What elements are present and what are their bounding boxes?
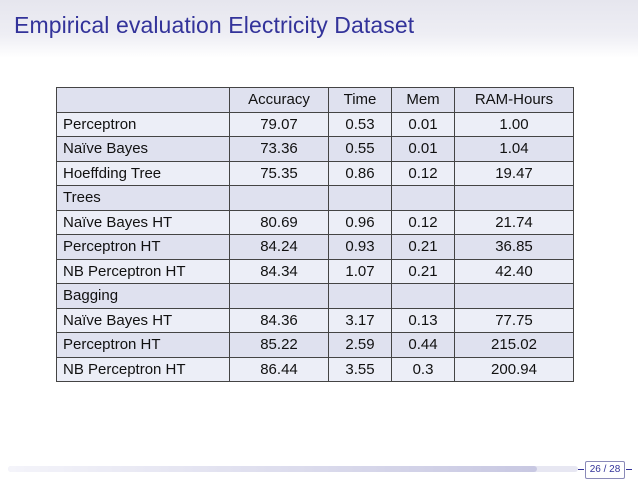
empty-cell [229, 283, 329, 309]
cell-mem: 0.01 [391, 136, 455, 162]
header-time: Time [328, 87, 392, 113]
cell-ram-hours: 36.85 [454, 234, 574, 260]
table-row: Naïve Bayes 73.36 0.55 0.01 1.04 [56, 136, 574, 162]
cell-time: 1.07 [328, 258, 392, 284]
table-row: NB Perceptron HT 86.44 3.55 0.3 200.94 [56, 356, 574, 382]
section-label: Bagging [56, 283, 230, 309]
cell-mem: 0.21 [391, 234, 455, 260]
cell-mem: 0.12 [391, 160, 455, 186]
cell-accuracy: 86.44 [229, 356, 329, 382]
empty-cell [454, 283, 574, 309]
cell-ram-hours: 215.02 [454, 332, 574, 358]
header-mem: Mem [391, 87, 455, 113]
row-label: NB Perceptron HT [56, 356, 230, 382]
table-row: Perceptron 79.07 0.53 0.01 1.00 [56, 111, 574, 137]
table-row: Perceptron HT 85.22 2.59 0.44 215.02 [56, 332, 574, 358]
row-label: Perceptron HT [56, 332, 230, 358]
empty-cell [391, 283, 455, 309]
cell-time: 0.53 [328, 111, 392, 137]
cell-time: 2.59 [328, 332, 392, 358]
slide-title: Empirical evaluation Electricity Dataset [14, 12, 415, 38]
cell-time: 3.55 [328, 356, 392, 382]
cell-time: 3.17 [328, 307, 392, 333]
row-label: Perceptron [56, 111, 230, 137]
cell-time: 0.86 [328, 160, 392, 186]
header-ram-hours: RAM-Hours [454, 87, 574, 113]
cell-ram-hours: 21.74 [454, 209, 574, 235]
cell-time: 0.55 [328, 136, 392, 162]
row-label: Perceptron HT [56, 234, 230, 260]
cell-time: 0.96 [328, 209, 392, 235]
cell-ram-hours: 42.40 [454, 258, 574, 284]
row-label: Naïve Bayes HT [56, 209, 230, 235]
table-row: NB Perceptron HT 84.34 1.07 0.21 42.40 [56, 258, 574, 284]
cell-accuracy: 85.22 [229, 332, 329, 358]
slide-progress-fill [8, 466, 538, 472]
cell-ram-hours: 1.00 [454, 111, 574, 137]
empty-cell [391, 185, 455, 211]
cell-accuracy: 84.34 [229, 258, 329, 284]
title-bar: Empirical evaluation Electricity Dataset [0, 0, 638, 58]
header-accuracy: Accuracy [229, 87, 329, 113]
table-header-row: Accuracy Time Mem RAM-Hours [56, 87, 574, 113]
row-label: Hoeffding Tree [56, 160, 230, 186]
table-row: Naïve Bayes HT 84.36 3.17 0.13 77.75 [56, 307, 574, 333]
row-label: Naïve Bayes HT [56, 307, 230, 333]
cell-ram-hours: 200.94 [454, 356, 574, 382]
results-table: Accuracy Time Mem RAM-Hours Perceptron 7… [56, 87, 574, 382]
row-label: NB Perceptron HT [56, 258, 230, 284]
section-row-bagging: Bagging [56, 283, 574, 309]
table-row: Perceptron HT 84.24 0.93 0.21 36.85 [56, 234, 574, 260]
empty-cell [328, 185, 392, 211]
page-indicator[interactable]: 26 / 28 [585, 461, 625, 479]
empty-cell [229, 185, 329, 211]
cell-accuracy: 79.07 [229, 111, 329, 137]
empty-cell [328, 283, 392, 309]
cell-accuracy: 75.35 [229, 160, 329, 186]
cell-mem: 0.21 [391, 258, 455, 284]
table-row: Hoeffding Tree 75.35 0.86 0.12 19.47 [56, 160, 574, 186]
cell-mem: 0.3 [391, 356, 455, 382]
cell-mem: 0.13 [391, 307, 455, 333]
cell-accuracy: 80.69 [229, 209, 329, 235]
section-label: Trees [56, 185, 230, 211]
cell-accuracy: 84.24 [229, 234, 329, 260]
cell-mem: 0.44 [391, 332, 455, 358]
header-corner-cell [56, 87, 230, 113]
row-label: Naïve Bayes [56, 136, 230, 162]
cell-ram-hours: 19.47 [454, 160, 574, 186]
cell-accuracy: 84.36 [229, 307, 329, 333]
table-row: Naïve Bayes HT 80.69 0.96 0.12 21.74 [56, 209, 574, 235]
page-dash-left [578, 469, 584, 470]
slide-progress-bar[interactable] [8, 466, 578, 472]
page-dash-right [626, 469, 632, 470]
cell-ram-hours: 1.04 [454, 136, 574, 162]
cell-mem: 0.01 [391, 111, 455, 137]
section-row-trees: Trees [56, 185, 574, 211]
empty-cell [454, 185, 574, 211]
cell-time: 0.93 [328, 234, 392, 260]
cell-mem: 0.12 [391, 209, 455, 235]
cell-ram-hours: 77.75 [454, 307, 574, 333]
cell-accuracy: 73.36 [229, 136, 329, 162]
